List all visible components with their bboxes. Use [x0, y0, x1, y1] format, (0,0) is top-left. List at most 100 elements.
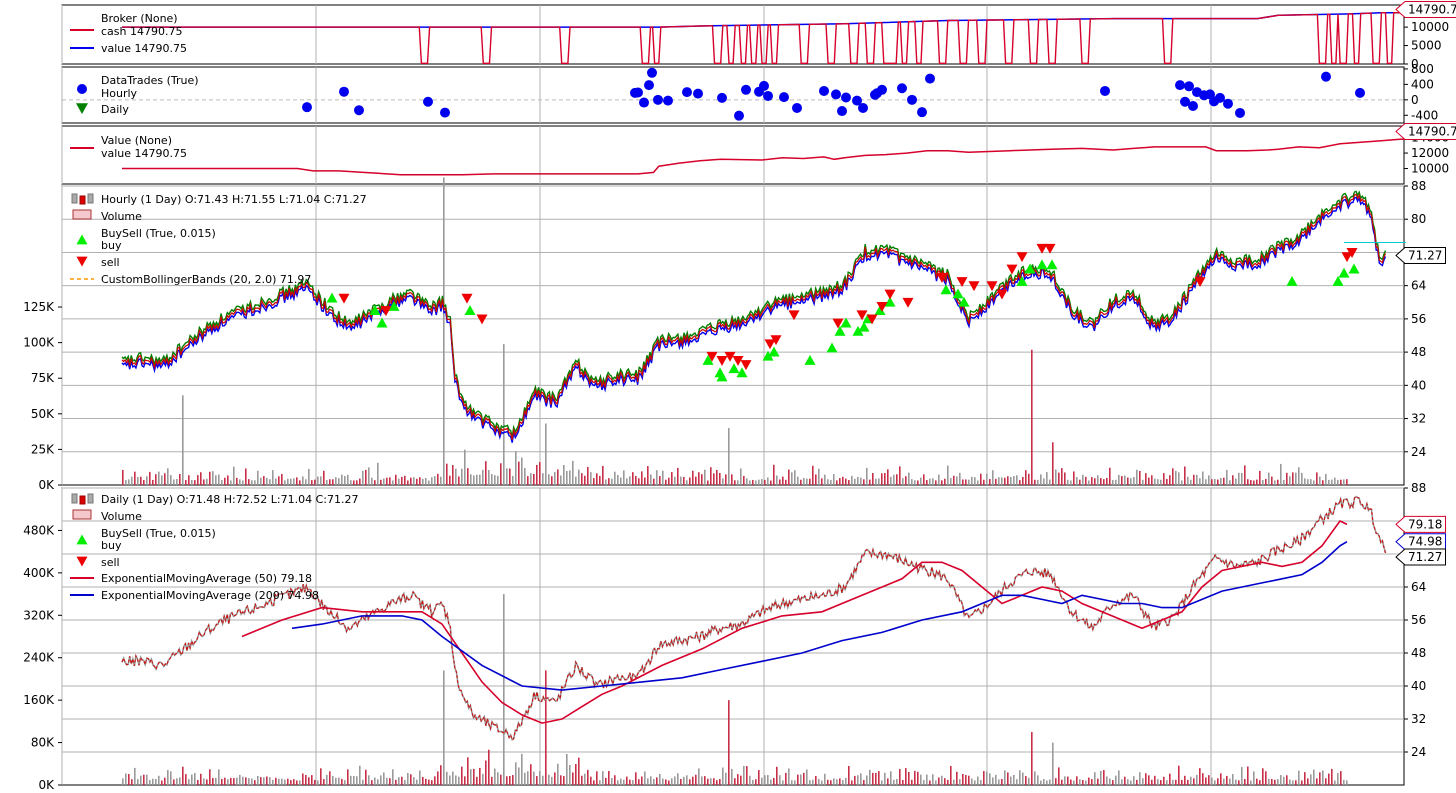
hourly-volume-bar	[878, 478, 880, 485]
hourly-volume-bar	[620, 477, 622, 485]
hourly-volume-bar	[626, 478, 628, 485]
daily-volume-bar	[233, 778, 235, 785]
hourly-volume-bar	[272, 470, 274, 485]
daily-volume-bar	[755, 779, 757, 785]
trade-point	[633, 87, 643, 98]
hourly-volume-bar	[1166, 478, 1168, 485]
hourly-volume-bar	[854, 478, 856, 485]
daily-volume-bar	[1262, 768, 1264, 785]
hourly-volume-bar	[323, 470, 325, 485]
daily-volume-bar	[1265, 771, 1267, 785]
daily-volume-bar	[893, 779, 895, 785]
daily-volume-bar	[938, 777, 940, 785]
daily-volume-bar	[1214, 780, 1216, 785]
daily-legend-volume-swatch	[72, 509, 92, 520]
daily-volume-bar	[728, 700, 730, 785]
daily-volume-bar	[272, 779, 274, 785]
hourly-volume-bar	[767, 477, 769, 485]
hourly-volume-bar	[473, 475, 475, 485]
hourly-volume-bar	[848, 480, 850, 485]
daily-volume-bar	[500, 774, 502, 785]
broker-legend-cash: cash 14790.75	[101, 25, 182, 38]
trade-point	[1100, 85, 1110, 96]
hourly-volume-bar	[590, 472, 592, 485]
daily-volume-bar	[761, 777, 763, 785]
daily-volume-bar	[641, 776, 643, 785]
hourly-volume-bar	[416, 478, 418, 485]
hourly-volume-bar	[1214, 478, 1216, 485]
daily-legend-buy-swatch	[76, 534, 88, 545]
daily-volume-bar	[1115, 775, 1117, 785]
daily-legend-buysell: BuySell (True, 0.015)	[101, 527, 216, 540]
hourly-volume-bar	[905, 476, 907, 485]
hourly-volume-bar	[455, 468, 457, 485]
hourly-volume-bar	[1079, 479, 1081, 485]
hourly-volume-bar	[533, 473, 535, 485]
broker-ytick-label: 10000	[1411, 20, 1449, 34]
daily-volume-bar	[338, 777, 340, 785]
hourly-volume-bar	[515, 451, 517, 485]
daily-volume-bar	[242, 776, 244, 785]
daily-volume-bar	[290, 780, 292, 785]
hourly-volume-bar	[458, 476, 460, 485]
daily-volume-bar	[374, 777, 376, 785]
hourly-legend-bb: CustomBollingerBands (20, 2.0) 71.97	[101, 273, 311, 286]
hourly-volume-bar	[1211, 479, 1213, 485]
trade-point	[644, 80, 654, 91]
trade-point	[693, 88, 703, 99]
value-legend-value: value 14790.75	[101, 147, 187, 160]
daily-volume-bar	[941, 775, 943, 785]
daily-volume-bar	[1247, 766, 1249, 785]
daily-volume-bar	[626, 776, 628, 785]
daily-volume-bar	[1295, 780, 1297, 785]
daily-volume-bar	[620, 778, 622, 785]
daily-volume-bar	[1154, 775, 1156, 785]
hourly-legend-buy: buy	[101, 239, 122, 252]
hourly-sell-marker	[832, 318, 844, 329]
daily-volume-bar	[122, 778, 124, 785]
daily-legend-ema50: ExponentialMovingAverage (50) 79.18	[101, 572, 312, 585]
hourly-volume-bar	[287, 478, 289, 485]
hourly-volume-bar	[446, 463, 448, 485]
daily-volume-bar	[257, 776, 259, 785]
daily-volume-bar	[368, 775, 370, 785]
daily-volume-bar	[776, 766, 778, 785]
hourly-volume-bar	[668, 477, 670, 485]
hourly-volume-bar	[728, 428, 730, 485]
value-panel-frame	[61, 125, 1405, 185]
daily-volume-bar	[518, 767, 520, 785]
daily-volume-bar	[806, 769, 808, 785]
hourly-ytick-label: 32	[1411, 412, 1426, 426]
hourly-volume-bar	[542, 473, 544, 485]
daily-volume-bar	[800, 774, 802, 785]
hourly-volume-bar	[464, 449, 466, 485]
hourly-volume-bar	[347, 474, 349, 485]
daily-volume-bar	[191, 774, 193, 785]
hourly-volume-bar	[584, 475, 586, 485]
hourly-volume-bar	[191, 479, 193, 485]
daily-volume-bar	[797, 774, 799, 785]
daily-volume-bar	[860, 773, 862, 785]
hourly-volume-bar	[1148, 477, 1150, 485]
hourly-volume-bar	[206, 478, 208, 485]
hourly-volume-bar	[578, 469, 580, 485]
daily-volume-bar	[293, 779, 295, 785]
hourly-volume-bar	[1109, 467, 1111, 485]
hourly-volume-bar	[257, 470, 259, 485]
hourly-volume-bar	[896, 474, 898, 485]
daily-volume-bar	[1073, 780, 1075, 785]
hourly-volume-bar	[350, 480, 352, 485]
hourly-volume-bar	[545, 423, 547, 485]
hourly-ytick-label: 24	[1411, 445, 1426, 459]
hourly-sell-marker	[788, 310, 800, 321]
hourly-volume-bar	[398, 478, 400, 485]
daily-volume-bar	[581, 775, 583, 785]
daily-volume-bar	[164, 777, 166, 785]
daily-volume-bar	[986, 771, 988, 785]
daily-volume-bar	[1289, 779, 1291, 785]
hourly-buy-marker	[834, 325, 846, 336]
daily-volume-bar	[170, 771, 172, 785]
hourly-volume-bar	[1046, 472, 1048, 485]
